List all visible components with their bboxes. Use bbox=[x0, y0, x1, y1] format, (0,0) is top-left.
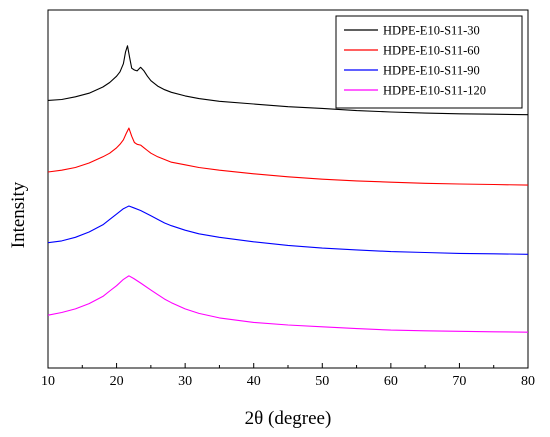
x-tick-label: 80 bbox=[521, 374, 535, 389]
x-tick-label: 30 bbox=[178, 374, 192, 389]
x-tick-label: 10 bbox=[41, 374, 55, 389]
x-tick-label: 60 bbox=[384, 374, 398, 389]
x-axis-title: 2θ (degree) bbox=[245, 408, 332, 429]
series-layer bbox=[47, 45, 529, 333]
legend-box bbox=[335, 15, 523, 109]
x-tick-label: 40 bbox=[247, 374, 261, 389]
series-line-2 bbox=[47, 127, 529, 186]
x-ticks: 10 20 30 40 50 60 70 80 bbox=[41, 363, 535, 389]
legend-label: HDPE-E10-S11-30 bbox=[383, 24, 480, 38]
y-axis-title: Intensity bbox=[8, 181, 29, 248]
legend-label: HDPE-E10-S11-90 bbox=[383, 64, 480, 78]
x-tick-label: 50 bbox=[315, 374, 329, 389]
x-tick-label: 20 bbox=[110, 374, 124, 389]
series-line-3 bbox=[47, 205, 529, 255]
legend-label: HDPE-E10-S11-60 bbox=[383, 44, 480, 58]
series-line-4 bbox=[47, 275, 529, 333]
legend-items: HDPE-E10-S11-30 HDPE-E10-S11-60 HDPE-E10-S… bbox=[344, 24, 486, 98]
series-line-1 bbox=[47, 45, 529, 116]
legend: HDPE-E10-S11-30 HDPE-E10-S11-60 HDPE-E10-S… bbox=[335, 15, 523, 109]
legend-label: HDPE-E10-S11-120 bbox=[383, 84, 486, 98]
x-tick-label: 70 bbox=[452, 374, 466, 389]
